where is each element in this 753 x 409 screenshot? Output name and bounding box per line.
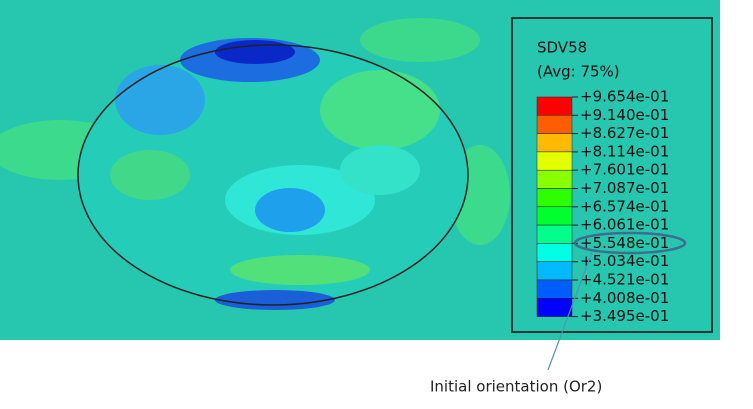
legend-label: +6.061e-01 [580,216,669,234]
legend-label: +9.654e-01 [580,88,669,106]
legend-box [511,17,713,333]
body-contours [110,38,440,310]
legend-label: +7.601e-01 [580,161,669,179]
legend-label: +7.087e-01 [580,179,669,197]
legend-subtitle: (Avg: 75%) [537,63,620,81]
legend-label: +4.008e-01 [580,289,669,307]
annotation-leader [547,251,593,371]
legend-label: +9.140e-01 [580,106,669,124]
color-bar [536,96,573,317]
legend-label: +5.548e-01 [580,234,669,252]
legend-labels: +9.654e-01+9.140e-01+8.627e-01+8.114e-01… [572,88,669,325]
legend-label: +5.034e-01 [580,252,669,270]
legend-label: +8.114e-01 [580,142,669,160]
legend-label: +4.521e-01 [580,271,669,289]
legend-label: +3.495e-01 [580,307,669,325]
highlight-ellipse [573,231,687,255]
legend-title: SDV58 [537,39,587,57]
legend-label: +8.627e-01 [580,124,669,142]
legend-label: +6.574e-01 [580,197,669,215]
annotation: Initial orientation (Or2) [430,378,602,396]
body-edge [77,44,469,306]
